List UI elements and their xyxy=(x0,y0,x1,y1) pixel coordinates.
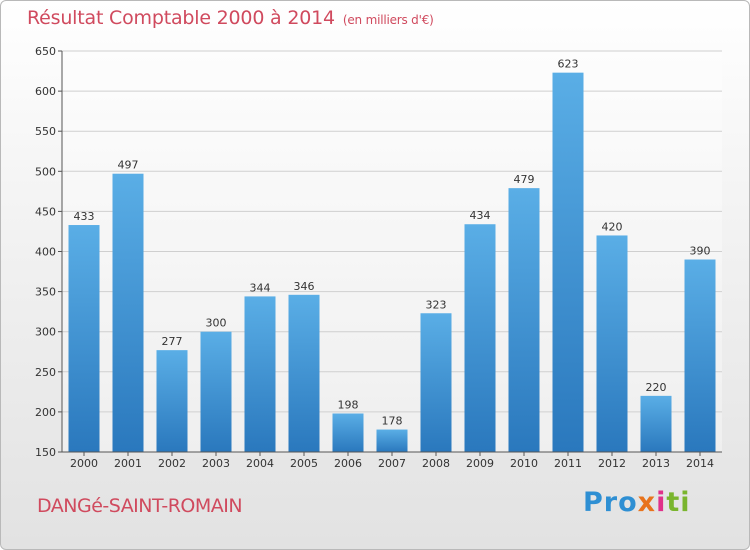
y-tick-label: 200 xyxy=(35,406,56,419)
bar xyxy=(508,188,540,452)
x-tick-label: 2012 xyxy=(598,457,626,470)
y-tick-label: 500 xyxy=(35,165,56,178)
x-tick-label: 2003 xyxy=(202,457,230,470)
bar-value-label: 198 xyxy=(338,399,359,412)
y-tick-label: 350 xyxy=(35,286,56,299)
x-tick-label: 2000 xyxy=(70,457,98,470)
x-tick-label: 2009 xyxy=(466,457,494,470)
y-tick-label: 600 xyxy=(35,85,56,98)
logo-part-2: x xyxy=(637,487,657,518)
bar xyxy=(420,313,452,452)
bars-group: 433 497 277 300 344 346 198 178 323 434 479 623 420 2… xyxy=(68,58,716,453)
y-tick-label: 250 xyxy=(35,366,56,379)
bar xyxy=(244,296,276,452)
commune-name: DANGé-SAINT-ROMAIN xyxy=(37,495,243,517)
bar-value-label: 344 xyxy=(250,281,271,294)
chart-title: Résultat Comptable 2000 à 2014 (en millie… xyxy=(27,7,434,29)
x-tick-label: 2008 xyxy=(422,457,450,470)
bar-value-label: 434 xyxy=(470,209,491,222)
logo-part-4: ti xyxy=(666,487,691,518)
bar-value-label: 390 xyxy=(690,245,711,258)
bar xyxy=(200,331,232,452)
x-tick-label: 2007 xyxy=(378,457,406,470)
axes: 150 200 250 300 350 400 450 500 550 600 650 2000 200… xyxy=(35,45,722,470)
bar-value-label: 479 xyxy=(514,173,535,186)
logo-part-1: Pro xyxy=(583,487,638,518)
bar-value-label: 277 xyxy=(162,335,183,348)
bar xyxy=(552,72,584,453)
bar xyxy=(68,225,100,452)
x-tick-label: 2010 xyxy=(510,457,538,470)
y-tick-label: 400 xyxy=(35,246,56,259)
bar xyxy=(112,173,144,452)
x-tick-label: 2014 xyxy=(686,457,714,470)
bar-value-label: 178 xyxy=(382,415,403,428)
bar-value-label: 300 xyxy=(206,317,227,330)
bar xyxy=(684,259,716,452)
bar xyxy=(640,395,672,452)
bar-value-label: 497 xyxy=(118,159,139,172)
x-tick-label: 2004 xyxy=(246,457,274,470)
bar-value-label: 323 xyxy=(426,298,447,311)
chart-subtitle: (en milliers d'€) xyxy=(342,13,434,27)
logo-part-3: i xyxy=(656,487,667,518)
bar-value-label: 346 xyxy=(294,280,315,293)
y-tick-label: 550 xyxy=(35,125,56,138)
bar xyxy=(288,294,320,452)
bar xyxy=(376,429,408,452)
x-tick-label: 2013 xyxy=(642,457,670,470)
bar xyxy=(332,413,364,452)
y-tick-label: 650 xyxy=(35,45,56,58)
bar xyxy=(596,235,628,452)
bar-value-label: 433 xyxy=(74,210,95,223)
x-tick-label: 2011 xyxy=(554,457,582,470)
bar-value-label: 220 xyxy=(646,381,667,394)
bar-value-label: 420 xyxy=(602,220,623,233)
bar xyxy=(156,350,188,452)
y-tick-label: 300 xyxy=(35,326,56,339)
y-tick-label: 450 xyxy=(35,205,56,218)
x-tick-label: 2001 xyxy=(114,457,142,470)
bar xyxy=(464,224,496,452)
proxiti-logo[interactable]: Proxiti xyxy=(583,487,691,518)
x-tick-label: 2002 xyxy=(158,457,186,470)
chart-title-text: Résultat Comptable 2000 à 2014 xyxy=(27,7,335,29)
x-tick-label: 2005 xyxy=(290,457,318,470)
y-tick-label: 150 xyxy=(35,446,56,459)
x-tick-label: 2006 xyxy=(334,457,362,470)
bar-value-label: 623 xyxy=(558,58,579,71)
